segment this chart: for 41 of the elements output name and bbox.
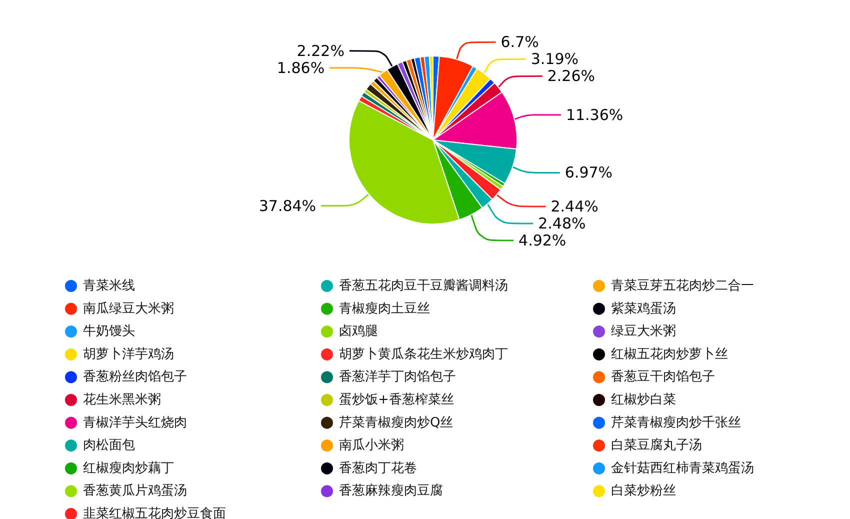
data-label: 2.44%: [550, 197, 598, 216]
legend-label: 紫菜鸡蛋汤: [611, 301, 676, 316]
legend-label: 红椒炒白菜: [611, 392, 676, 408]
data-label: 2.26%: [547, 67, 596, 86]
data-label: 4.92%: [518, 231, 566, 250]
legend-label: 青椒瘦肉土豆丝: [339, 301, 430, 316]
legend-label: 南瓜绿豆大米粥: [83, 301, 174, 316]
legend-label: 香葱洋芋丁肉馅包子: [339, 370, 456, 385]
legend-label: 红椒瘦肉炒藕丁: [83, 460, 174, 476]
legend-label: 香葱黄瓜片鸡蛋汤: [83, 484, 187, 499]
legend-label: 牛奶馒头: [83, 324, 135, 340]
legend-label: 芹菜青椒瘦肉炒Q丝: [339, 415, 454, 430]
legend-label: 肉松面包: [83, 438, 135, 454]
legend-label: 蛋炒饭+香葱榨菜丝: [339, 392, 454, 408]
legend-label: 胡萝卜洋芋鸡汤: [83, 346, 174, 362]
legend-label: 青椒洋芋头红烧肉: [83, 415, 187, 430]
legend-label: 青菜豆芽五花肉炒二合一: [611, 278, 754, 294]
legend-label: 花生米黑米粥: [83, 392, 161, 408]
data-label: 2.22%: [296, 42, 344, 60]
legend-label: 卤鸡腿: [339, 324, 378, 340]
legend-label: 香葱豆干肉馅包子: [611, 370, 715, 385]
data-label: 1.86%: [276, 58, 325, 77]
legend-label: 南瓜小米粥: [339, 438, 404, 454]
legend-label: 红椒五花肉炒萝卜丝: [611, 346, 728, 362]
legend-label: 金针菇西红柿青菜鸡蛋汤: [611, 460, 754, 476]
legend-label: 青菜米线: [83, 278, 135, 294]
legend-label: 香葱肉丁花卷: [339, 460, 417, 476]
legend-label: 绿豆大米粥: [611, 324, 676, 340]
data-label: 37.84%: [258, 196, 316, 215]
legend-label: 香葱粉丝肉馅包子: [83, 370, 187, 385]
legend-label: 胡萝卜黄瓜条花生米炒鸡肉丁: [339, 346, 508, 362]
legend-label: 香葱五花肉豆干豆瓣酱调料汤: [339, 278, 508, 294]
data-label: 6.7%: [500, 33, 539, 52]
legend-label: 芹菜青椒瘦肉炒千张丝: [611, 415, 741, 430]
data-label: 11.36%: [566, 106, 624, 124]
legend-label: 白菜豆腐丸子汤: [611, 438, 702, 454]
data-label: 6.97%: [564, 164, 613, 182]
legend-label: 香葱麻辣瘦肉豆腐: [339, 484, 443, 499]
data-label: 3.19%: [530, 50, 579, 68]
legend-label: 白菜炒粉丝: [611, 484, 676, 499]
data-label: 2.48%: [538, 214, 586, 232]
